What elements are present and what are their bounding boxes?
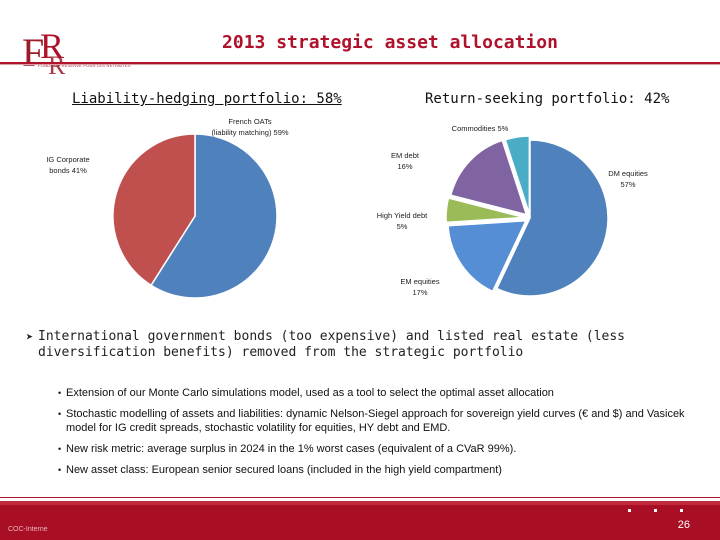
slice-label-line: (liability matching) 59% bbox=[211, 128, 288, 137]
slice-label-line: IG Corporate bbox=[46, 155, 89, 164]
logo-letter-r: R bbox=[40, 26, 64, 66]
slice-label: EM debt 16% bbox=[391, 151, 420, 171]
sub-bullet: Stochastic modelling of assets and liabi… bbox=[58, 407, 708, 435]
slice-label-line: High Yield debt bbox=[377, 211, 428, 220]
slice-label-line: DM equities bbox=[608, 169, 648, 178]
slice-label: French OATs (liability matching) 59% bbox=[211, 117, 288, 137]
pie-slice bbox=[449, 139, 528, 216]
sub-bullet: Extension of our Monte Carlo simulations… bbox=[58, 386, 708, 400]
slice-label: High Yield debt 5% bbox=[377, 211, 428, 231]
sub-bullet: New asset class: European senior secured… bbox=[58, 463, 708, 477]
page-number: 26 bbox=[677, 519, 690, 531]
pie-slice bbox=[447, 219, 528, 293]
slice-label-line: Commodities 5% bbox=[452, 124, 509, 133]
pie-slice bbox=[495, 139, 609, 297]
main-bullet: ➤ International government bonds (too ex… bbox=[26, 329, 638, 361]
footer-dots bbox=[628, 509, 708, 515]
slice-label: IG Corporate bonds 41% bbox=[46, 155, 89, 175]
logo-tagline: FONDS DE RESERVE POUR LES RETRAITES bbox=[38, 63, 131, 68]
slice-label-line: EM equities bbox=[400, 277, 439, 286]
arrow-bullet-icon: ➤ bbox=[26, 330, 34, 344]
slice-label-line: bonds 41% bbox=[49, 166, 87, 175]
slice-label-line: 16% bbox=[397, 162, 412, 171]
logo-letter-r2: R bbox=[48, 51, 66, 80]
slice-label: EM equities 17% bbox=[400, 277, 439, 297]
footer-label: COC-Interne bbox=[8, 526, 48, 533]
sub-bullet-list: Extension of our Monte Carlo simulations… bbox=[58, 386, 708, 484]
pie-slice bbox=[112, 133, 196, 287]
pie-charts: French OATs (liability matching) 59% IG Co… bbox=[46, 117, 648, 299]
left-chart-title: Liability-hedging portfolio: 58% bbox=[72, 91, 342, 107]
slice-label-line: 57% bbox=[620, 180, 635, 189]
footer-dot bbox=[680, 509, 683, 512]
main-bullet-text: International government bonds (too expe… bbox=[38, 329, 625, 360]
title-rule bbox=[0, 62, 720, 64]
slide-title: 2013 strategic asset allocation bbox=[222, 32, 558, 53]
slice-label-line: EM debt bbox=[391, 151, 420, 160]
slice-label-line: French OATs bbox=[228, 117, 271, 126]
right-chart-title: Return-seeking portfolio: 42% bbox=[425, 91, 670, 107]
slice-label: DM equities 57% bbox=[608, 169, 648, 189]
slice-label-line: 17% bbox=[412, 288, 427, 297]
slice-label-line: 5% bbox=[397, 222, 408, 231]
footer-dot bbox=[654, 509, 657, 512]
slice-label: Commodities 5% bbox=[452, 124, 509, 133]
footer-rule bbox=[0, 497, 720, 498]
footer-band bbox=[0, 501, 720, 505]
pie-slice bbox=[150, 133, 278, 299]
footer-dot bbox=[628, 509, 631, 512]
pie-slice bbox=[445, 197, 525, 224]
footer-bar: COC-Interne 26 bbox=[0, 501, 720, 540]
title-rule-thin bbox=[0, 64, 720, 65]
sub-bullet: New risk metric: average surplus in 2024… bbox=[58, 442, 708, 456]
pie-slice bbox=[504, 135, 531, 215]
